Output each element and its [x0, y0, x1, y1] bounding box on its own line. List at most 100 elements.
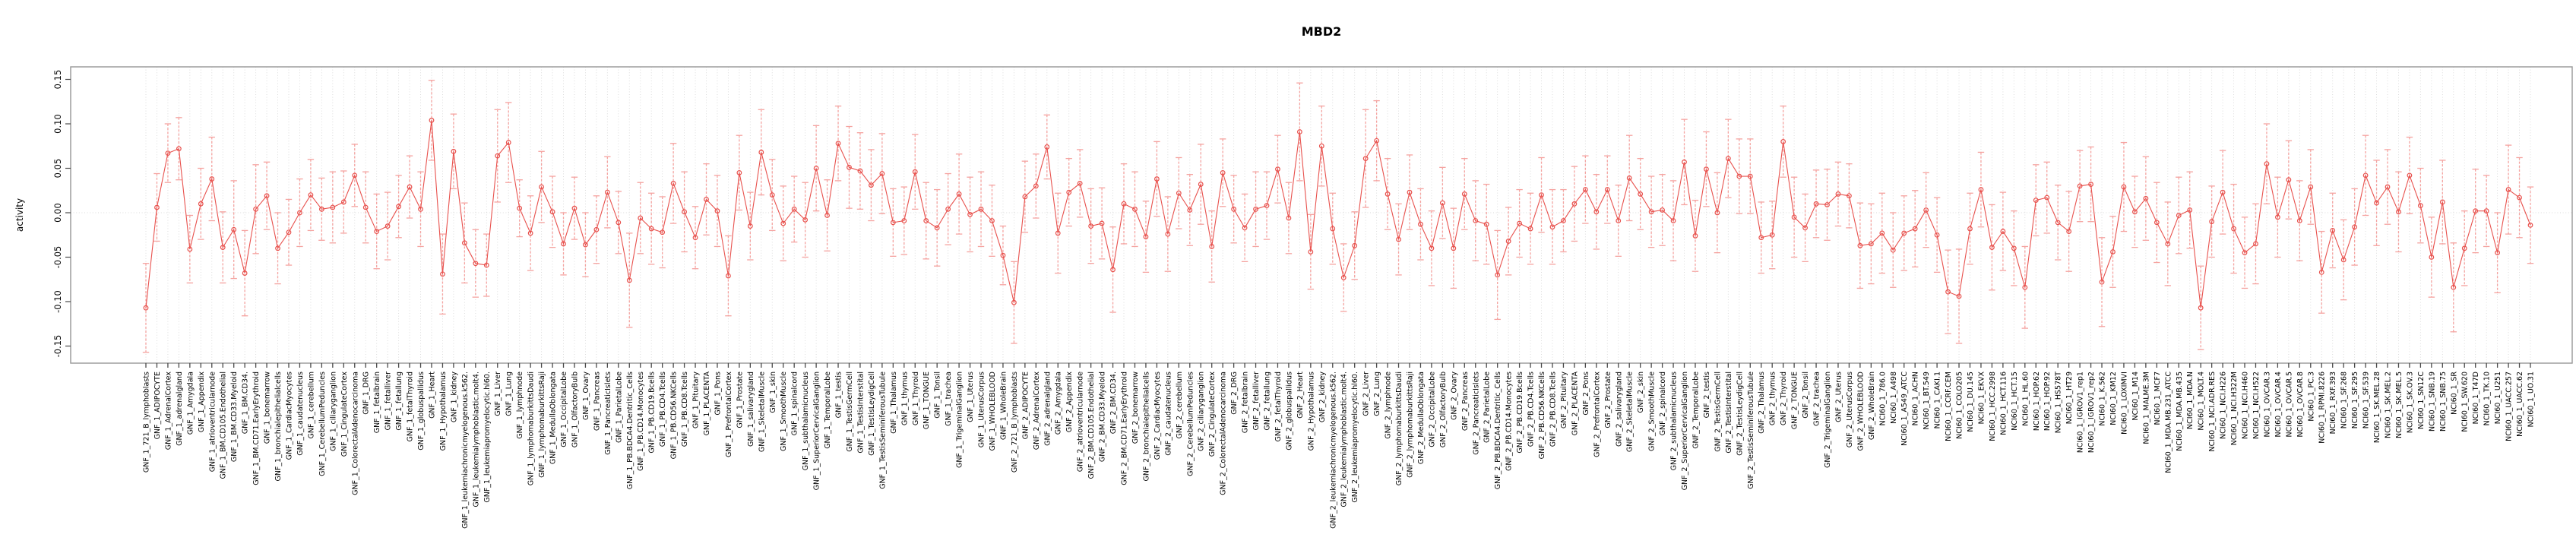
x-tick-label: GNF_1_lymphnode	[516, 372, 524, 439]
data-point	[2330, 228, 2336, 233]
data-point	[1033, 183, 1039, 189]
x-tick-label: GNF_2_UterusCorpus	[1846, 372, 1854, 447]
data-point	[1758, 235, 1764, 241]
x-tick-label: NCI60_1_HCC.2998	[1989, 372, 1997, 441]
data-point	[1473, 218, 1479, 223]
x-tick-label: NCI60_1_PC.3	[2307, 372, 2315, 422]
x-tick-label: GNF_1_ADIPOCYTE	[153, 372, 162, 439]
x-tick-label: GNF_1_TONGUE	[922, 372, 931, 429]
y-axis: 0.15 0.10 0.05 0.00 -0.05 -0.10 -0.15 activity	[14, 70, 71, 357]
x-tick-label: NCI60_1_HL.60	[2021, 372, 2030, 426]
y-tick-label: 0.10	[52, 114, 63, 134]
x-tick-label: GNF_2_lymphomaburkittsDaudi	[1395, 372, 1404, 485]
x-tick-label: GNF_2_BM.CD105.Endothelial	[1087, 372, 1096, 479]
data-point	[1879, 230, 1885, 236]
x-tick-label: NCI60_1_SF.268	[2340, 372, 2349, 428]
x-tick-label: NCI60_1_KM12	[2109, 372, 2118, 425]
x-tick-label: GNF_1_Tonsil	[934, 372, 942, 419]
x-tick-label: GNF_1_Pancreas	[593, 372, 601, 431]
x-tick-label: GNF_1_atrioventricularnode	[208, 372, 217, 472]
data-point	[2099, 279, 2105, 285]
x-tick-label: GNF_1_Pituitary	[692, 372, 701, 428]
data-point	[2088, 182, 2093, 187]
x-tick-label: NCI60_1_NCI.H522	[2252, 372, 2261, 439]
x-tick-label: GNF_1_PB.CD8.Tcells	[681, 372, 689, 447]
data-point	[374, 229, 380, 234]
x-tick-label: GNF_1_BM.CD33.Myeloid	[230, 372, 239, 462]
data-point	[2407, 172, 2413, 179]
data-point	[780, 220, 786, 226]
x-tick-label: GNF_1_skin	[769, 372, 777, 413]
x-tick-label: NCI60_1_UACC.257	[2505, 372, 2514, 441]
data-point	[2473, 208, 2479, 214]
x-tick-label: GNF_1_bonemarrow	[264, 372, 272, 444]
x-tick-label: GNF_1_Appendix	[198, 372, 206, 433]
data-point	[2483, 208, 2489, 214]
x-tick-label: NCI60_1_SW.620	[2461, 372, 2470, 432]
x-tick-label: GNF_1_TestisLeydigCell	[868, 372, 876, 456]
data-point	[242, 270, 248, 276]
data-point	[539, 184, 544, 190]
x-tick-label: GNF_2_CerebellumPeduncles	[1186, 372, 1195, 476]
x-tick-label: GNF_2_WholeBrain	[1868, 372, 1876, 440]
x-tick-label: GNF_2_PB.CD14.Monocytes	[1505, 372, 1514, 471]
x-tick-label: GNF_2_ADIPOCYTE	[1021, 372, 1030, 439]
data-point	[1725, 156, 1731, 162]
data-point	[407, 184, 413, 190]
data-point	[593, 226, 600, 232]
x-tick-label: NCI60_1_SF.539	[2362, 372, 2371, 428]
data-point	[352, 172, 358, 179]
data-points	[143, 117, 2533, 311]
data-point	[2044, 194, 2050, 201]
data-point	[473, 261, 479, 267]
data-point	[527, 230, 533, 236]
x-tick-label: GNF_1_PB.CD56.NKCells	[670, 372, 679, 459]
data-point	[1330, 226, 1336, 232]
x-tick-label: GNF_2_atrioventricularnode	[1077, 372, 1085, 472]
x-tick-label: GNF_1_testis	[835, 372, 843, 418]
x-tick-label: NCI60_1_MDA.MB.435	[2176, 372, 2184, 451]
x-tick-label: GNF_2_caudatenucleus	[1164, 372, 1172, 456]
data-point	[362, 204, 369, 210]
data-point	[1044, 144, 1050, 150]
data-point	[2132, 209, 2138, 215]
x-tick-label: GNF_2_spinalcord	[1659, 372, 1667, 435]
data-point	[418, 206, 423, 212]
data-point	[1527, 226, 1533, 232]
data-point	[1022, 194, 1028, 200]
data-point	[704, 197, 709, 202]
data-point	[934, 225, 940, 231]
data-point	[308, 192, 314, 198]
x-tick-label: GNF_1_PLACENTA	[703, 372, 711, 436]
data-point	[1780, 138, 1786, 144]
data-point	[660, 229, 666, 236]
data-point	[1868, 241, 1874, 247]
x-tick-label: NCI60_1_LOXIMVI	[2120, 372, 2128, 435]
x-tick-label: GNF_1_fetalbrain	[373, 372, 381, 433]
x-tick-label: GNF_2_bronchialepithelialcells	[1142, 372, 1150, 482]
data-point	[1362, 156, 1369, 162]
data-point	[1132, 206, 1138, 212]
data-point	[747, 223, 753, 229]
data-point	[253, 206, 259, 212]
data-point	[2439, 199, 2445, 205]
data-point	[1561, 218, 1566, 223]
x-tick-label: GNF_2_Amygdala	[1055, 372, 1063, 435]
x-tick-label: NCI60_1_NCI.ADR.RES	[2208, 372, 2217, 451]
data-point	[692, 235, 698, 241]
x-tick-label: GNF_2_TestisInterstital	[1725, 372, 1733, 454]
x-tick-label: GNF_1_SkeletalMuscle	[758, 372, 766, 452]
x-tick-label: NCI60_1_SK.MEL.2	[2385, 372, 2393, 438]
data-point	[264, 193, 270, 199]
x-tick-label: NCI60_1_CCRF.CEM	[1945, 372, 1953, 441]
x-tick-label: GNF_2_SmoothMuscle	[1648, 372, 1657, 451]
data-point	[2209, 219, 2215, 225]
data-point	[736, 169, 742, 175]
x-tick-label: GNF_2_Pancreas	[1461, 372, 1470, 431]
x-tick-label: GNF_1_WHOLEBLOOD	[989, 372, 997, 451]
data-point	[2055, 220, 2061, 226]
x-tick-label: GNF_1_salivarygland	[747, 372, 755, 447]
data-point	[2077, 183, 2083, 189]
data-point	[1407, 189, 1413, 195]
x-tick-label: NCI60_1_RXF.393	[2329, 372, 2337, 434]
